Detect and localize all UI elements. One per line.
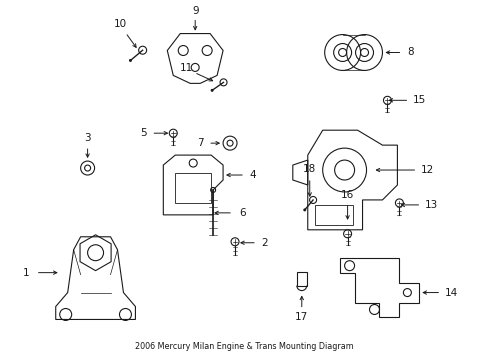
Text: 17: 17 bbox=[295, 312, 308, 323]
Text: 7: 7 bbox=[197, 138, 203, 148]
Text: 6: 6 bbox=[239, 208, 246, 218]
Text: 11: 11 bbox=[179, 63, 192, 73]
Text: 3: 3 bbox=[84, 133, 91, 143]
Text: 16: 16 bbox=[340, 190, 353, 200]
Text: 5: 5 bbox=[140, 128, 146, 138]
Bar bbox=[296, 272, 306, 285]
Bar bbox=[175, 173, 211, 203]
Bar bbox=[314, 205, 352, 225]
Text: 14: 14 bbox=[444, 288, 457, 298]
Text: 9: 9 bbox=[191, 6, 198, 15]
Circle shape bbox=[210, 89, 213, 92]
Text: 2006 Mercury Milan Engine & Trans Mounting Diagram: 2006 Mercury Milan Engine & Trans Mounti… bbox=[134, 342, 353, 351]
Text: 4: 4 bbox=[249, 170, 256, 180]
Text: 8: 8 bbox=[406, 48, 413, 58]
Text: 1: 1 bbox=[22, 267, 29, 278]
Text: 2: 2 bbox=[261, 238, 268, 248]
Text: 18: 18 bbox=[303, 164, 316, 174]
Circle shape bbox=[303, 208, 305, 211]
Circle shape bbox=[129, 59, 132, 62]
Text: 13: 13 bbox=[424, 200, 437, 210]
Text: 15: 15 bbox=[412, 95, 425, 105]
Text: 10: 10 bbox=[114, 19, 127, 28]
Text: 12: 12 bbox=[420, 165, 433, 175]
